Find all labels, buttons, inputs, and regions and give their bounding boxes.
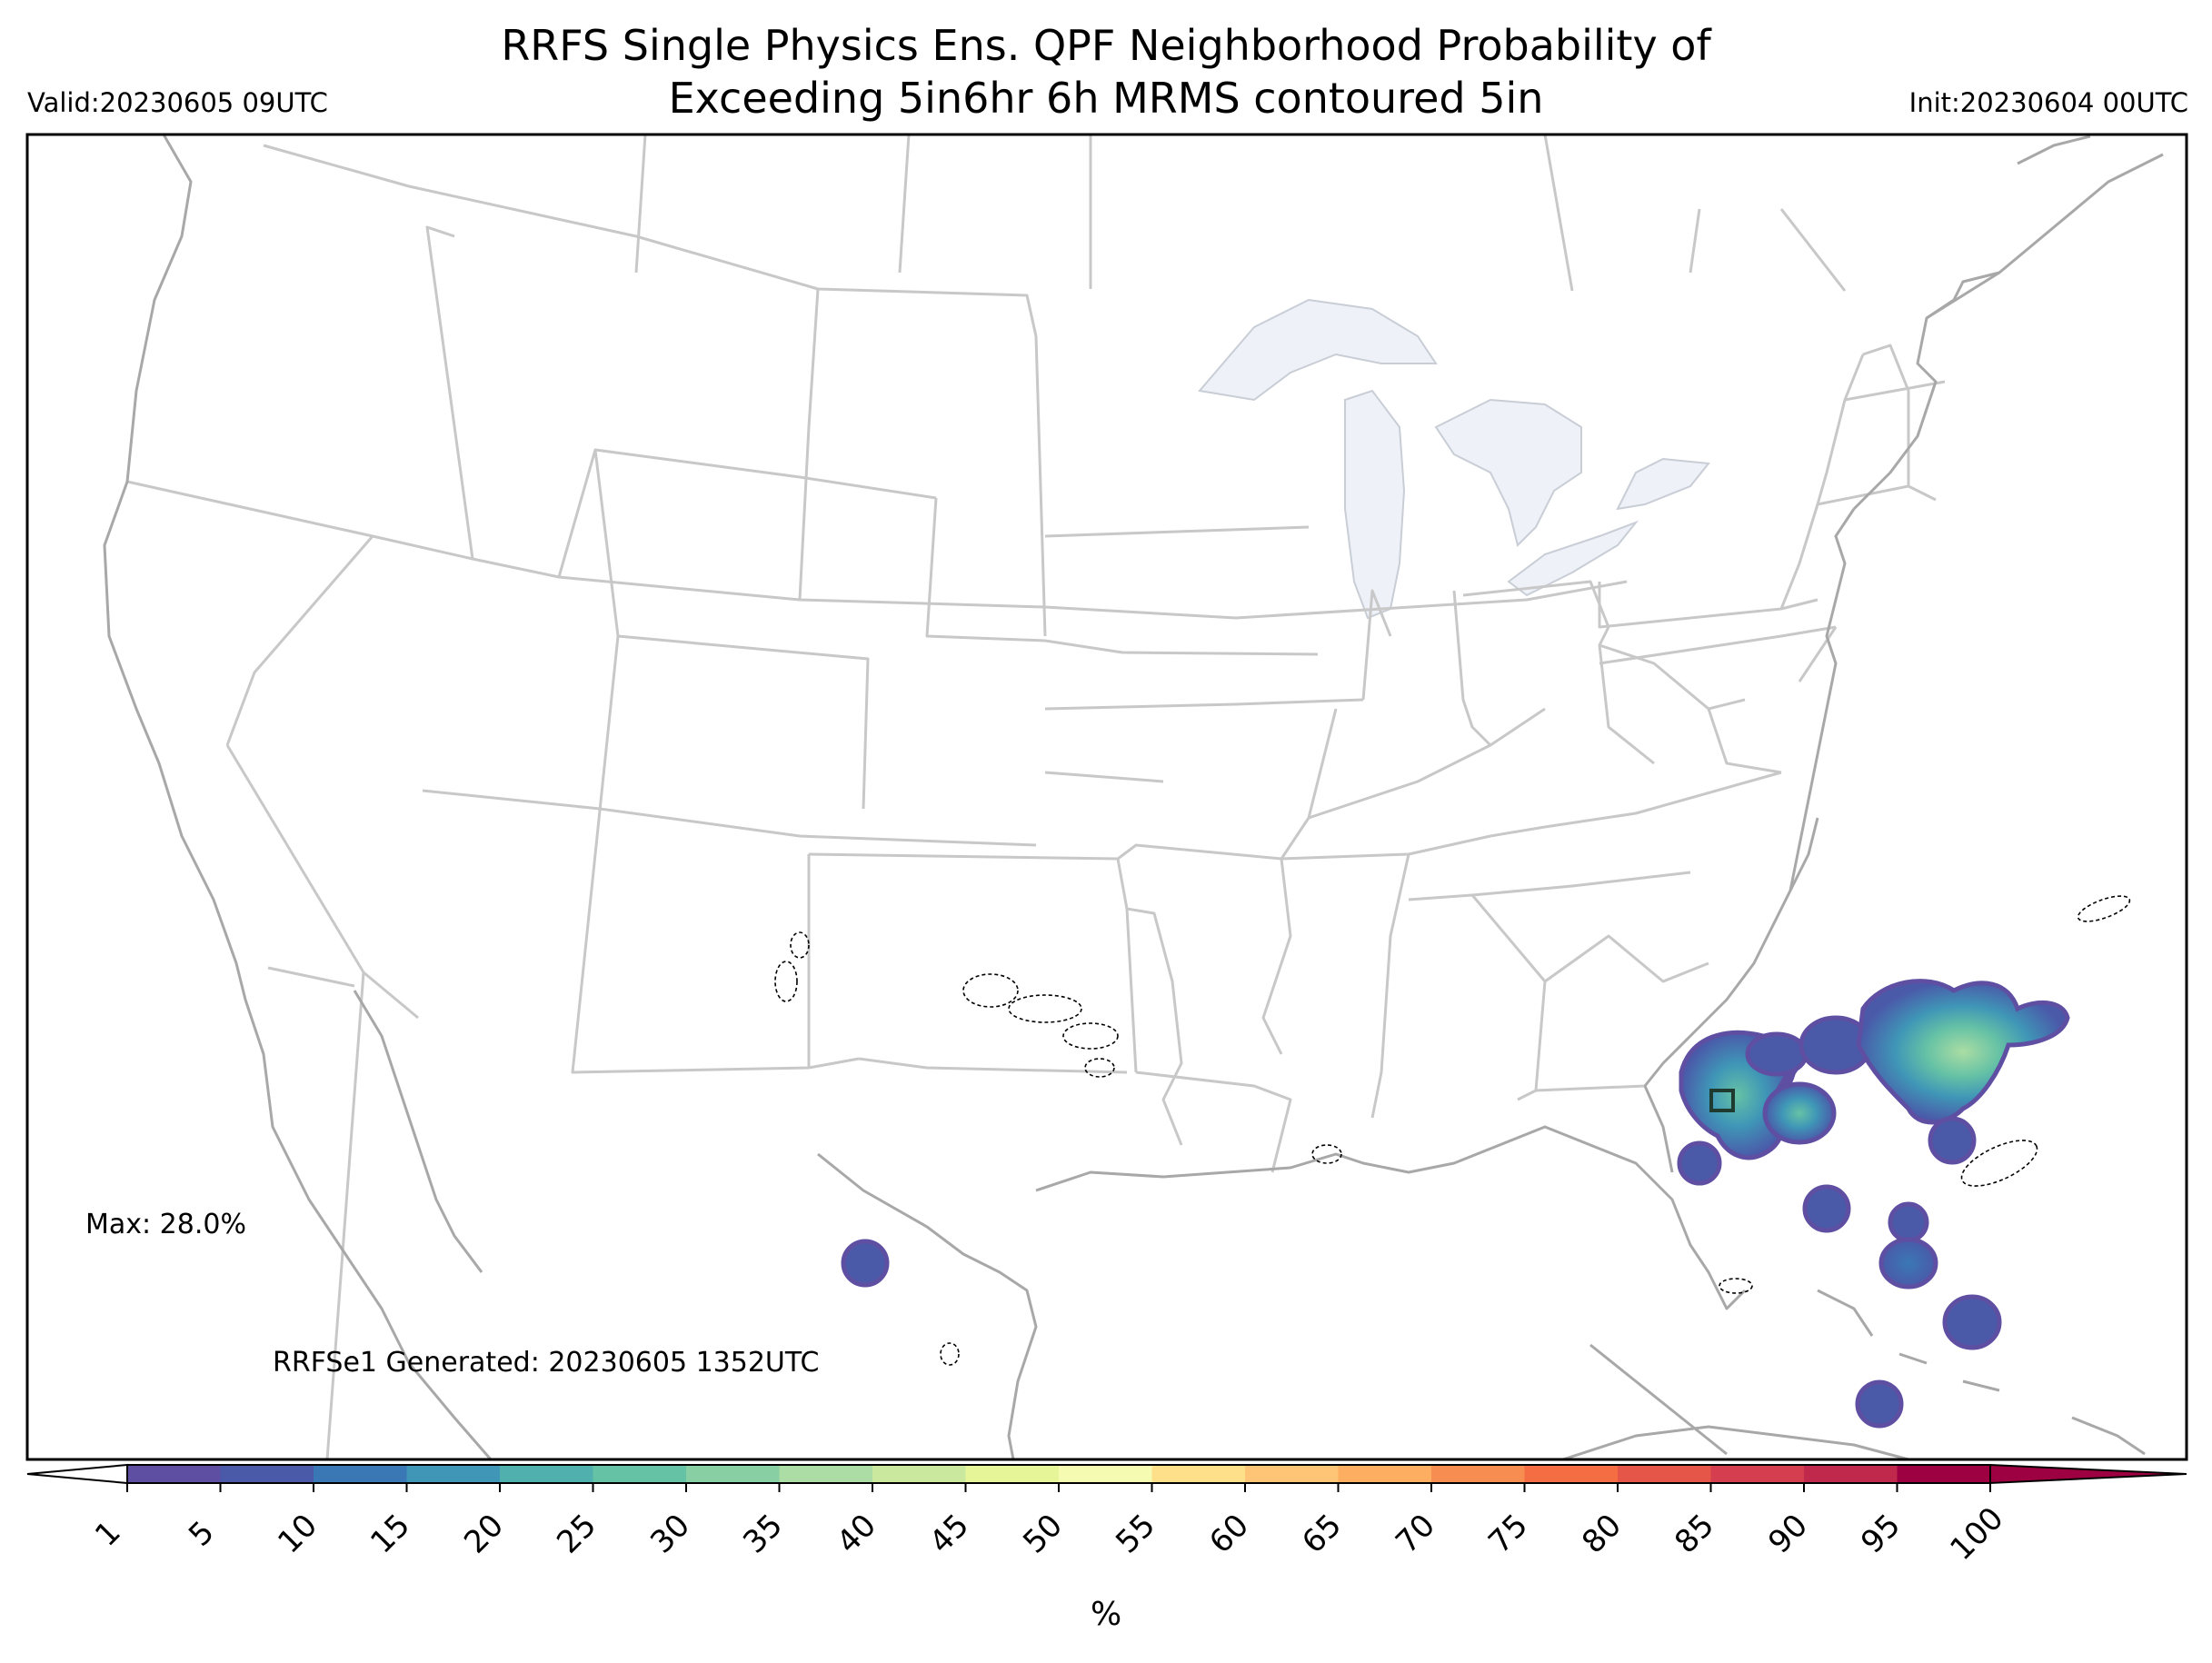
prob-blob-coastal — [1762, 1081, 1837, 1145]
great-lakes — [1198, 298, 1710, 620]
colorbar-segment — [1524, 1465, 1619, 1483]
colorbar-segment — [1897, 1465, 1991, 1483]
prob-blob-north-bahamas — [1878, 1237, 1938, 1290]
probability-field — [841, 979, 2070, 1429]
colorbar-segment — [220, 1465, 314, 1483]
state-borders — [126, 144, 1946, 1173]
colorbar-segment — [406, 1465, 501, 1483]
prob-blob-offshore-florida — [1928, 1116, 1977, 1165]
colorbar-segment — [593, 1465, 687, 1483]
prob-blob-gulf — [841, 1239, 890, 1288]
colorbar-segment — [872, 1465, 966, 1483]
colorbar-segment — [1431, 1465, 1525, 1483]
colorbar-segment — [500, 1465, 593, 1483]
chart-title-line-1: RRFS Single Physics Ens. QPF Neighborhoo… — [501, 21, 1711, 70]
colorbar-segment — [1618, 1465, 1711, 1483]
colorbar-segment — [1338, 1465, 1432, 1483]
colorbar-segment — [1151, 1465, 1246, 1483]
colorbar-under-extension — [26, 1463, 128, 1485]
colorbar-segment — [1245, 1465, 1339, 1483]
prob-blob-offshore-georgia — [1856, 979, 2070, 1125]
colorbar-unit-label: % — [1091, 1596, 1122, 1633]
coastlines — [103, 134, 2164, 1459]
colorbar-segment — [1804, 1465, 1898, 1483]
colorbar-segment — [779, 1465, 873, 1483]
colorbar-segment — [1710, 1465, 1805, 1483]
init-time-label: Init:20230604 00UTC — [1908, 87, 2188, 118]
colorbar-segment — [686, 1465, 780, 1483]
chart-title-line-2: Exceeding 5in6hr 6h MRMS contoured 5in — [668, 74, 1544, 123]
map-frame — [25, 133, 2188, 1461]
colorbar-segment — [127, 1465, 221, 1483]
prob-blob-small-east — [1802, 1184, 1851, 1233]
generated-label: RRFSe1 Generated: 20230605 1352UTC — [273, 1347, 820, 1379]
map-area — [103, 134, 2164, 1459]
colorbar-segment — [1059, 1465, 1152, 1483]
max-location-marker — [1709, 1089, 1735, 1112]
max-value-label: Max: 28.0% — [85, 1209, 246, 1240]
colorbar-ticks — [126, 1483, 1991, 1492]
colorbar-segment — [314, 1465, 407, 1483]
colorbar-over-extension — [1989, 1463, 2187, 1485]
colorbar — [26, 1463, 2187, 1492]
prob-blob-south-bahamas — [1855, 1379, 1904, 1429]
mrms-contours — [774, 895, 2131, 1366]
colorbar-segment — [965, 1465, 1060, 1483]
colorbar-segments — [127, 1465, 1991, 1483]
valid-time-label: Valid:20230605 09UTC — [27, 87, 328, 118]
prob-blob-florida-small — [1677, 1140, 1722, 1186]
country-borders — [325, 134, 1847, 1459]
prob-blob-central-bahamas — [1942, 1294, 2002, 1350]
